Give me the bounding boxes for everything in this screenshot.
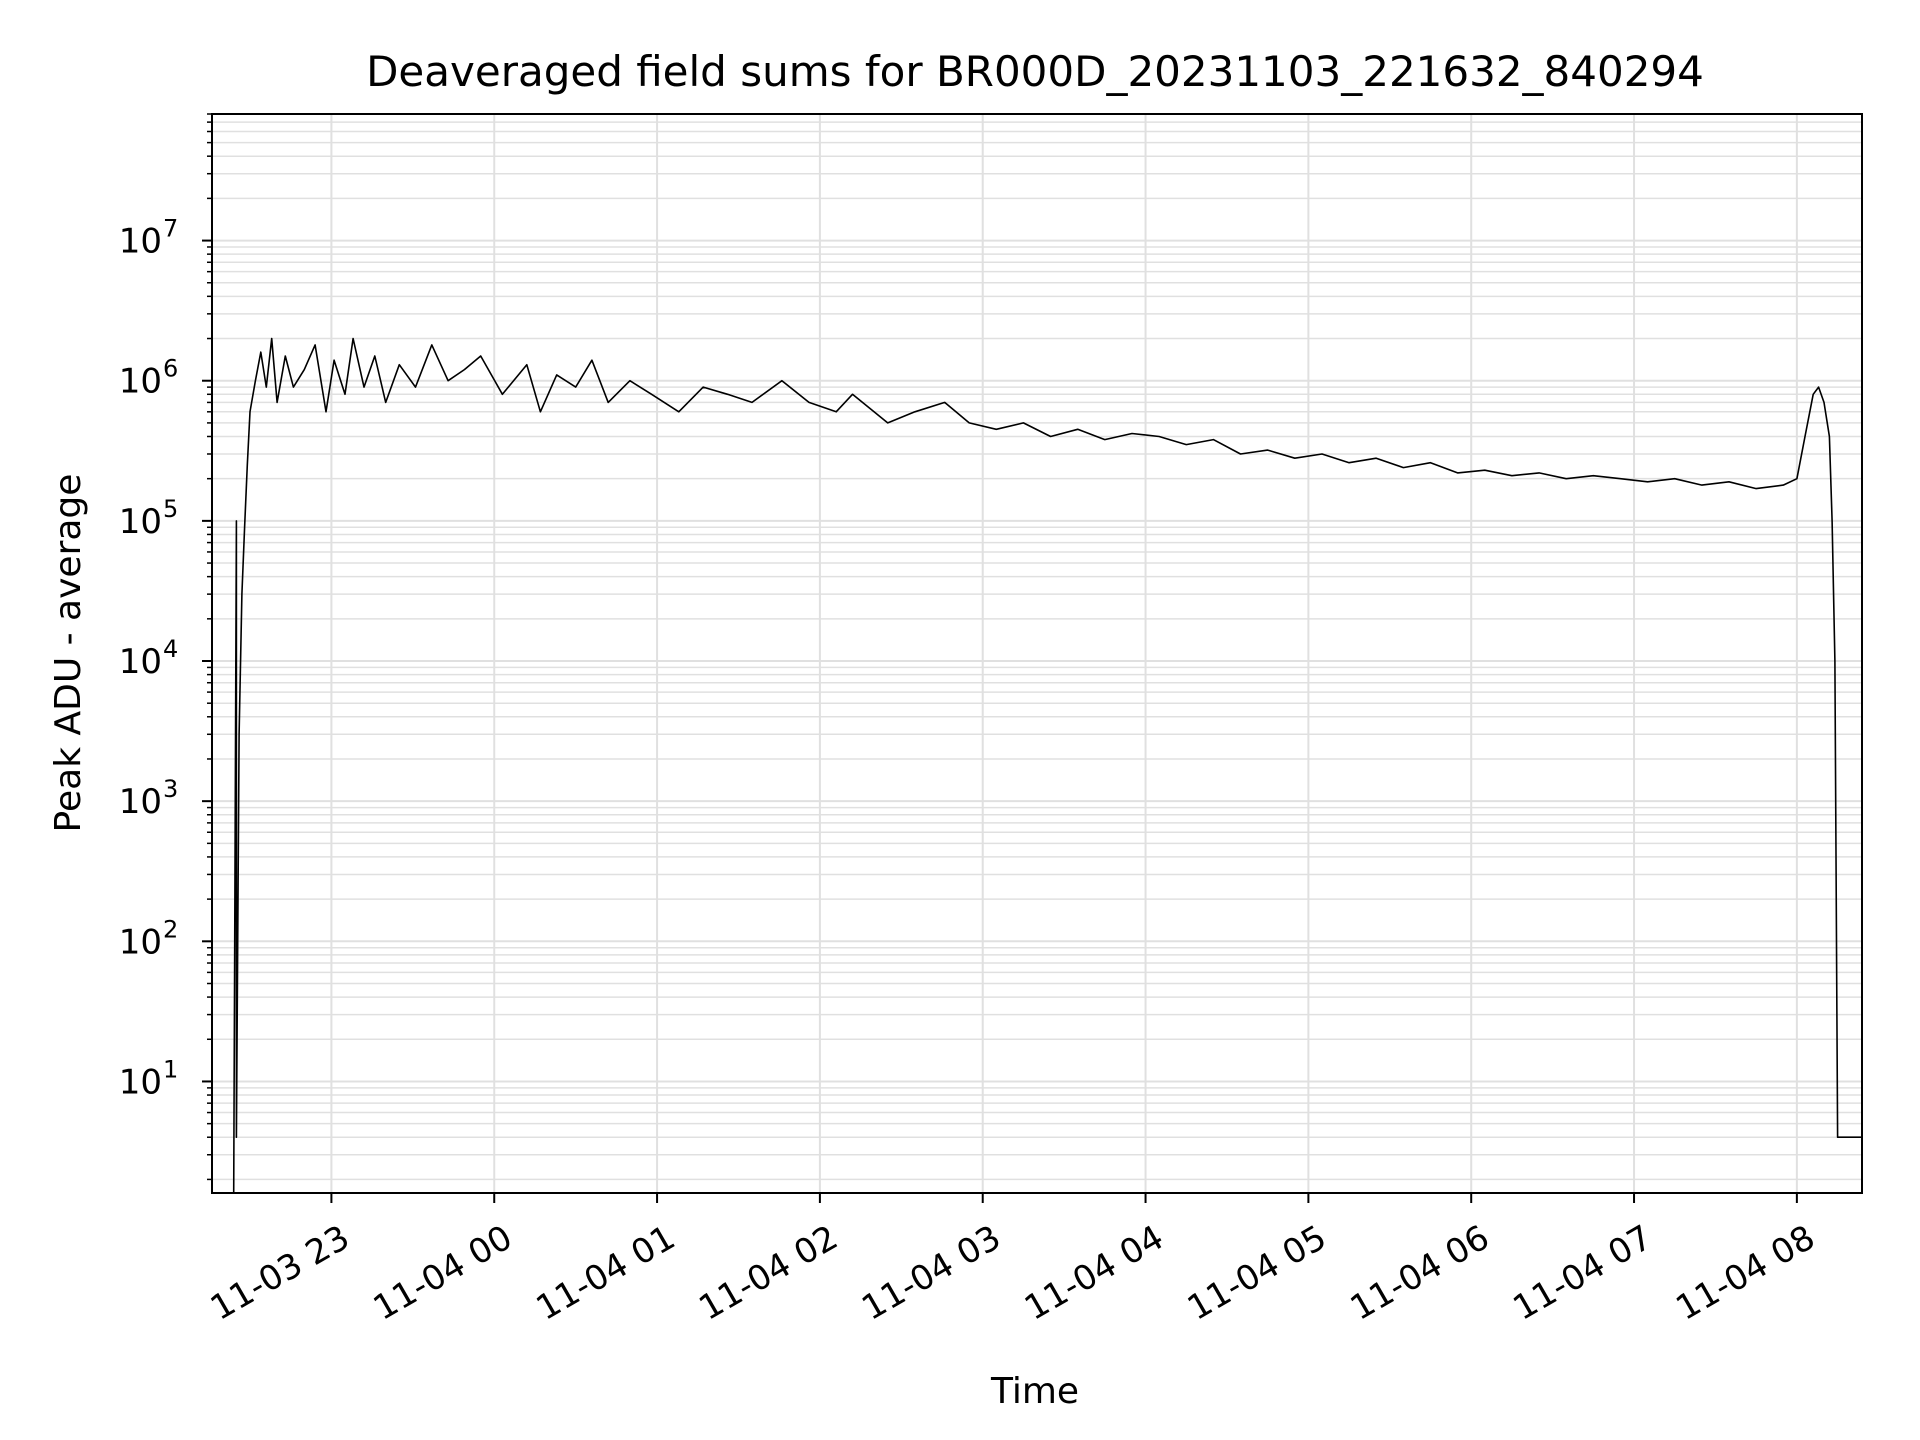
series-line	[232, 337, 1862, 1194]
y-tick-exponent: 1	[163, 1055, 178, 1083]
y-tick-exponent: 3	[163, 775, 178, 803]
y-tick-label: 10	[119, 502, 162, 542]
chart-title: Deaveraged field sums for BR000D_2023110…	[366, 47, 1704, 96]
plot-frame	[211, 113, 1863, 1194]
y-tick-label: 10	[119, 642, 162, 682]
y-tick-exponent: 7	[163, 215, 178, 243]
x-axis-label: Time	[990, 1371, 1079, 1412]
y-tick-label: 10	[119, 1062, 162, 1102]
grid	[212, 113, 1862, 1193]
y-tick-exponent: 5	[163, 495, 178, 523]
y-tick-exponent: 4	[163, 635, 178, 663]
y-axis-label: Peak ADU - average	[48, 474, 89, 833]
y-tick-label: 10	[119, 922, 162, 962]
y-tick-exponent: 6	[163, 355, 178, 383]
y-tick-label: 10	[119, 222, 162, 262]
series-group	[232, 337, 1862, 1194]
y-tick-label: 10	[119, 782, 162, 822]
y-tick-exponent: 2	[163, 915, 178, 943]
y-tick-label: 10	[119, 362, 162, 402]
